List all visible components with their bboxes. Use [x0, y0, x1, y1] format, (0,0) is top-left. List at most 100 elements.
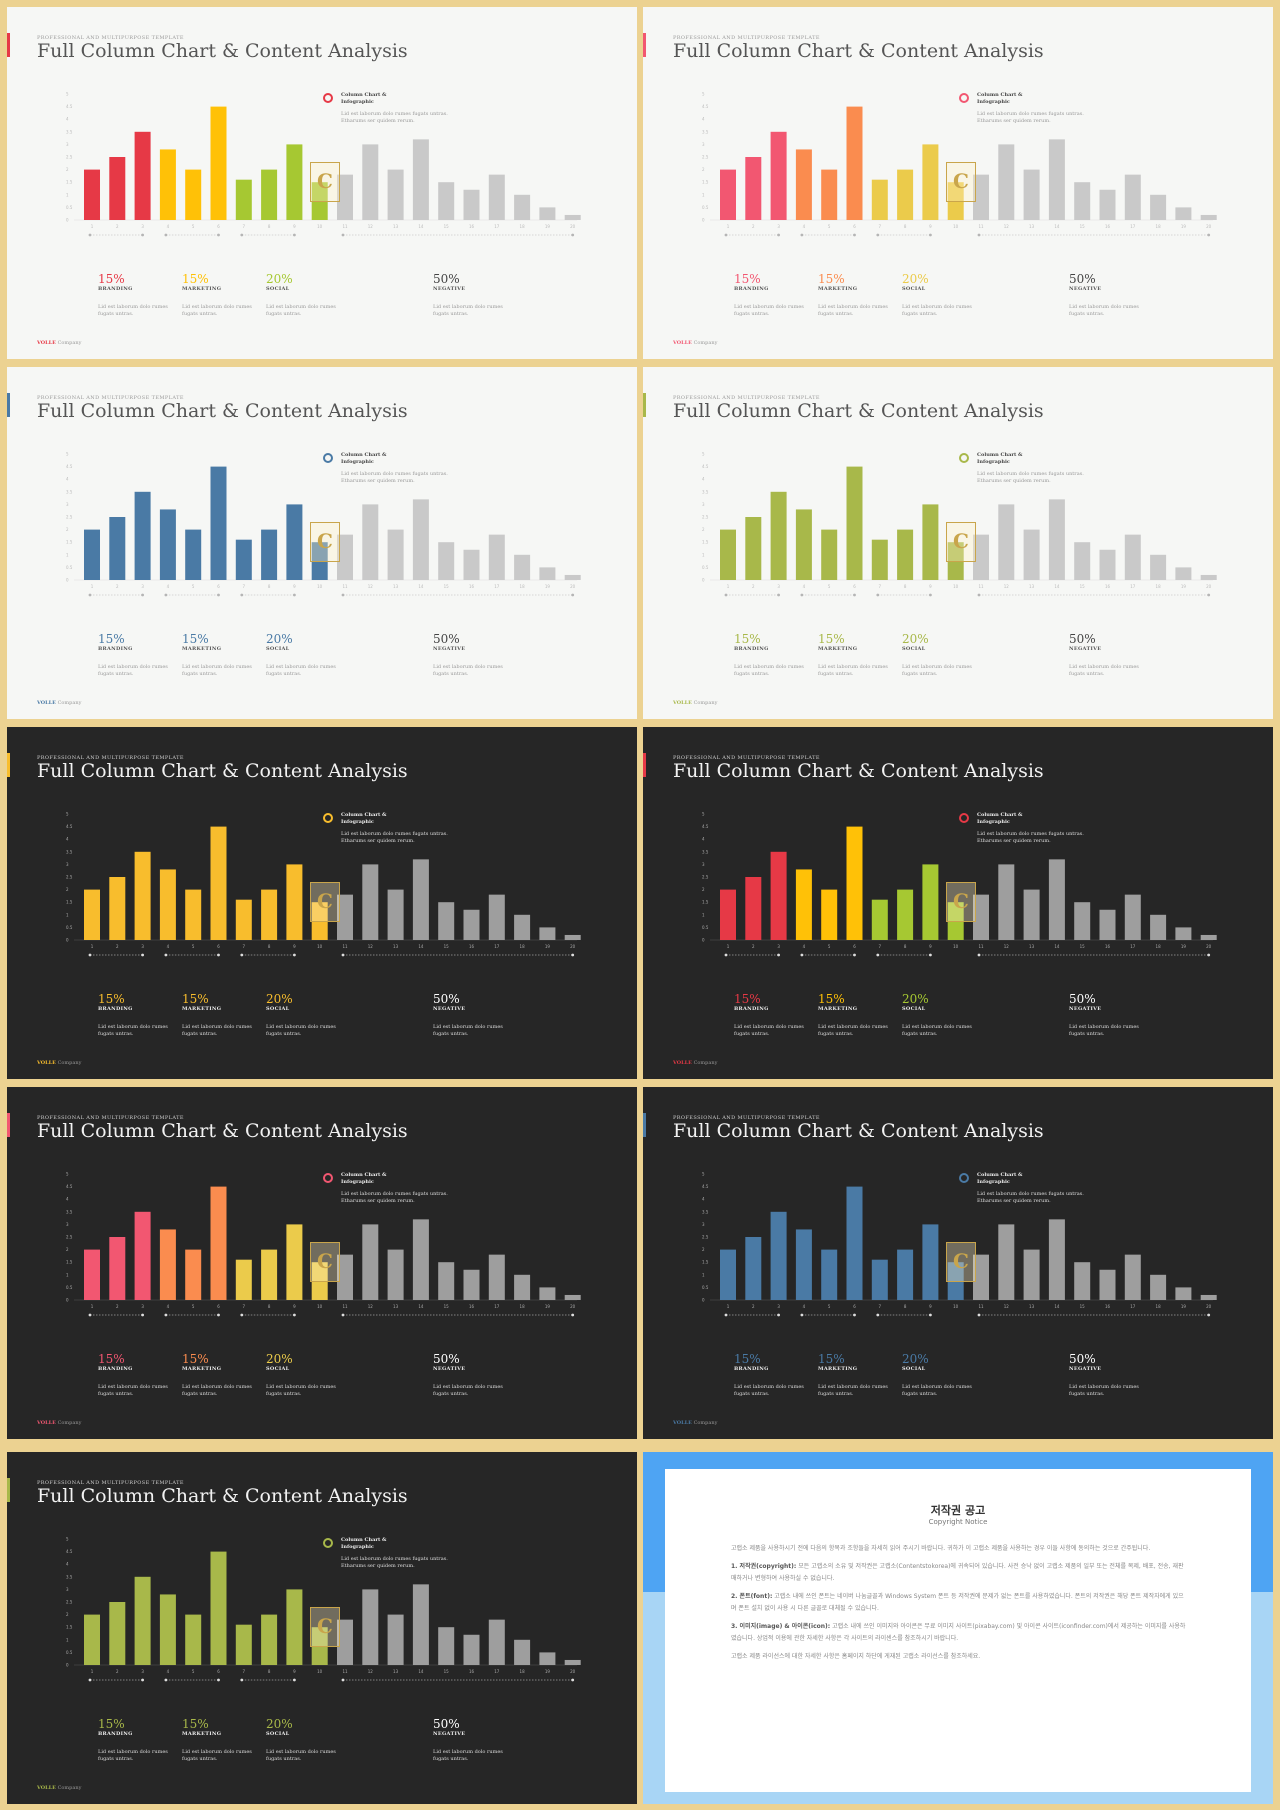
x-tick-label: 13 — [393, 1669, 399, 1674]
stat-name: NEGATIVE — [1069, 286, 1102, 292]
y-tick-label: 3.5 — [66, 849, 73, 854]
x-tick-label: 6 — [217, 944, 220, 949]
chart-bar — [897, 529, 914, 580]
x-tick-label: 18 — [520, 1304, 526, 1309]
group-dot — [777, 1313, 780, 1317]
y-tick-label: 1 — [702, 552, 705, 557]
accent-edge — [643, 33, 646, 57]
accent-edge — [643, 1113, 646, 1137]
x-tick-label: 11 — [978, 584, 984, 589]
stat-marketing: 15% MARKETING Lid est laborum dolo rumes… — [182, 993, 262, 1038]
y-tick-label: 0.5 — [66, 565, 73, 570]
x-tick-label: 12 — [368, 1669, 374, 1674]
chart-bar — [821, 1249, 838, 1300]
chart-bar — [998, 1224, 1015, 1300]
chart-bar — [109, 1237, 126, 1300]
stat-percent: 15% — [734, 992, 761, 1006]
y-tick-label: 1 — [66, 552, 69, 557]
stat-percent: 50% — [433, 272, 460, 286]
column-chart: 54.543.532.521.510.501 2 3 4 5 6 7 8 9 10 11 12 13 14… — [702, 92, 1217, 237]
y-tick-label: 3 — [66, 142, 69, 147]
group-dot — [293, 1313, 296, 1317]
x-tick-label: 16 — [1105, 944, 1111, 949]
chart-bar — [1048, 139, 1065, 220]
chart-bar — [821, 529, 838, 580]
x-tick-label: 16 — [1105, 224, 1111, 229]
y-tick-label: 2.5 — [66, 515, 73, 520]
stat-name: SOCIAL — [266, 1731, 290, 1737]
stat-desc: Lid est laborum dolo rumes fugats untras… — [433, 1024, 503, 1037]
x-tick-label: 2 — [116, 1669, 119, 1674]
stat-percent: 15% — [818, 272, 845, 286]
x-tick-label: 13 — [1029, 584, 1035, 589]
info-title-line-1: Column Chart & — [341, 1172, 387, 1178]
stat-branding: 15% BRANDING Lid est laborum dolo rumes … — [98, 273, 178, 318]
stat-desc: Lid est laborum dolo rumes fugats untras… — [266, 1384, 336, 1397]
y-tick-label: 1 — [66, 1637, 69, 1642]
chart-bar — [109, 1602, 126, 1665]
chart-bar — [720, 1249, 736, 1300]
chart-bar — [235, 179, 252, 220]
x-tick-label: 20 — [570, 944, 576, 949]
x-tick-label: 1 — [91, 944, 94, 949]
slide-supertitle: PROFESSIONAL AND MULTIPURPOSE TEMPLATE — [673, 1115, 820, 1121]
y-tick-label: 3.5 — [66, 489, 73, 494]
x-tick-label: 17 — [494, 944, 500, 949]
stat-percent: 20% — [902, 272, 929, 286]
x-tick-label: 7 — [243, 584, 246, 589]
stat-percent: 15% — [182, 632, 209, 646]
group-dot — [141, 1313, 144, 1317]
stat-percent: 15% — [734, 632, 761, 646]
y-tick-label: 2 — [702, 527, 705, 532]
chart-bar — [337, 534, 353, 580]
chart-bar — [134, 1576, 151, 1665]
info-title-line-1: Column Chart & — [341, 92, 387, 98]
group-dot — [876, 233, 880, 237]
x-tick-label: 7 — [879, 1304, 882, 1309]
brand-company: Company — [693, 700, 718, 706]
x-tick-label: 7 — [879, 944, 882, 949]
stat-name: SOCIAL — [902, 1006, 926, 1012]
slide-title: Full Column Chart & Content Analysis — [673, 400, 1044, 422]
group-dot — [164, 953, 168, 957]
watermark-logo-icon: C — [946, 522, 976, 562]
column-chart: 54.543.532.521.510.501 2 3 4 5 6 7 8 9 10 11 12 13 14… — [66, 452, 581, 597]
stat-desc: Lid est laborum dolo rumes fugats untras… — [98, 1749, 168, 1762]
y-tick-label: 1.5 — [66, 540, 73, 545]
stat-desc: Lid est laborum dolo rumes fugats untras… — [98, 304, 168, 317]
stat-name: BRANDING — [734, 646, 769, 652]
stat-name: MARKETING — [818, 646, 858, 652]
stat-marketing: 15% MARKETING Lid est laborum dolo rumes… — [818, 633, 898, 678]
chart-bar — [261, 1249, 278, 1300]
chart-bar — [1150, 554, 1167, 580]
group-dot — [977, 1313, 981, 1317]
x-tick-label: 19 — [1181, 224, 1187, 229]
info-title: Column Chart & Infographic — [341, 812, 387, 826]
chart-bar — [1023, 529, 1040, 580]
y-tick-label: 0 — [66, 578, 69, 583]
x-tick-label: 11 — [342, 1669, 348, 1674]
watermark-logo-icon: C — [946, 162, 976, 202]
y-tick-label: 1.5 — [66, 180, 73, 185]
stat-social: 20% SOCIAL Lid est laborum dolo rumes fu… — [266, 273, 346, 318]
footer-brand: VOLLE Company — [37, 340, 81, 346]
x-tick-label: 18 — [520, 1669, 526, 1674]
info-title: Column Chart & Infographic — [977, 452, 1023, 466]
x-tick-label: 10 — [953, 944, 959, 949]
chart-bar — [210, 1551, 227, 1665]
stat-branding: 15% BRANDING Lid est laborum dolo rumes … — [734, 993, 814, 1038]
chart-bar — [745, 517, 762, 580]
x-tick-label: 9 — [929, 944, 932, 949]
y-tick-label: 4 — [702, 1197, 705, 1202]
group-dot — [141, 233, 144, 237]
stat-desc: Lid est laborum dolo rumes fugats untras… — [818, 1384, 888, 1397]
stat-percent: 20% — [266, 632, 293, 646]
group-dot — [977, 233, 981, 237]
chart-bar — [1175, 207, 1192, 220]
stat-desc: Lid est laborum dolo rumes fugats untras… — [266, 1024, 336, 1037]
chart-bar — [261, 1614, 278, 1665]
chart-bar — [286, 504, 303, 580]
x-tick-label: 1 — [91, 1304, 94, 1309]
chart-bar — [770, 131, 787, 220]
y-tick-label: 0 — [66, 1298, 69, 1303]
